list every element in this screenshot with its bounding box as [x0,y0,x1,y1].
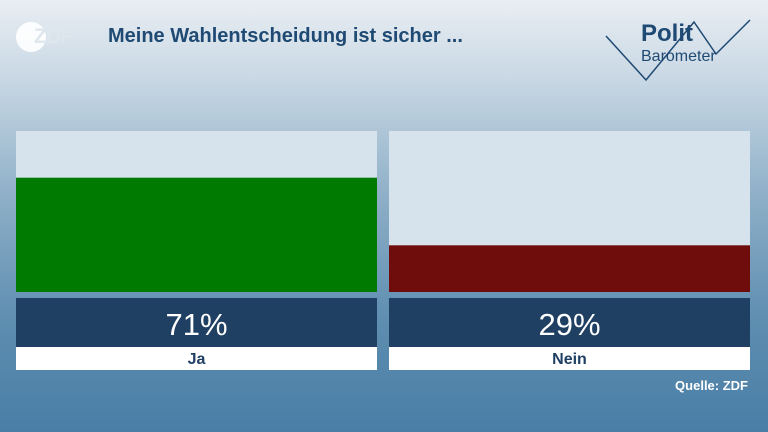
zdf-logo-text: ZDF [34,25,73,48]
politbarometer-line-icon [605,19,751,82]
logo-polit-text: Polit [641,20,693,47]
value-label-nein: 29% [538,307,600,342]
category-box-nein [389,347,750,370]
zdf-logo-circle [16,22,46,52]
chart-title: Meine Wahlentscheidung ist sicher ... [108,25,463,47]
value-box-ja [16,298,377,347]
category-label-nein: Nein [552,351,587,368]
category-label-ja: Ja [188,351,206,368]
bar-nein [389,245,750,292]
politbarometer-logo: Polit Barometer [604,14,754,84]
source-note: Quelle: ZDF [675,378,748,393]
category-box-ja [16,347,377,370]
logo-barometer-text: Barometer [641,48,716,65]
value-label-ja: 71% [165,307,227,342]
zdf-logo: ZDF [16,22,78,52]
bar-ja [16,177,377,292]
value-box-nein [389,298,750,347]
